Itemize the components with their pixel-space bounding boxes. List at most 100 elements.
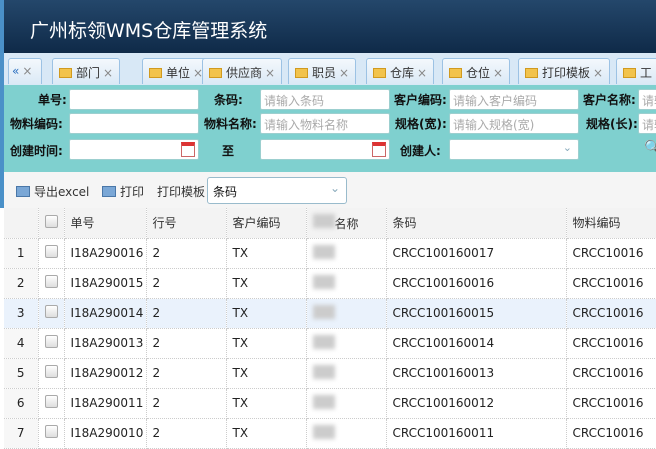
cell-order-no: I18A290016	[64, 238, 147, 269]
export-excel-button[interactable]: 导出excel	[16, 183, 89, 200]
row-number: 7	[4, 418, 39, 449]
created-from-input[interactable]	[69, 139, 199, 160]
cell-material-code: CRCC10016	[566, 418, 656, 449]
label: 单号:	[38, 93, 67, 107]
customer-name-input[interactable]: 请输	[638, 89, 656, 110]
row-number: 6	[4, 388, 39, 419]
cell-barcode: CRCC100160013	[386, 358, 567, 389]
select-all-checkbox[interactable]	[44, 214, 58, 228]
row-checkbox[interactable]	[44, 425, 58, 438]
cell-barcode: CRCC100160016	[386, 268, 567, 299]
template-select[interactable]: 条码 ⌄	[207, 177, 347, 204]
cell-material-code: CRCC10016	[566, 298, 656, 329]
tab[interactable]: 供应商 ×	[202, 58, 283, 84]
spec-width-input[interactable]: 请输入规格(宽)	[449, 113, 579, 134]
cell-line-no: 2	[146, 358, 227, 389]
table-row[interactable]: 5 I18A290012 2 TX CRCC100160013 CRCC10016	[4, 358, 656, 389]
double-chevron-left-icon[interactable]: «	[12, 64, 20, 78]
folder-icon	[295, 68, 308, 78]
table-header: 单号 行号 客户编码 名称 条码 物料编码	[4, 208, 656, 239]
cell-order-no: I18A290014	[64, 298, 147, 329]
cell-customer-code: TX	[226, 418, 307, 449]
row-checkbox[interactable]	[44, 275, 58, 288]
customer-code-input[interactable]: 请输入客户编码	[449, 89, 579, 110]
column-header[interactable]: 客户编码	[226, 208, 307, 239]
table-row[interactable]: 7 I18A290010 2 TX CRCC100160011 CRCC10016	[4, 418, 656, 449]
tab[interactable]: 仓库 ×	[366, 58, 435, 84]
created-to-input[interactable]	[260, 139, 390, 160]
row-checkbox[interactable]	[44, 395, 58, 408]
close-icon[interactable]: ×	[593, 66, 604, 80]
barcode-input[interactable]: 请输入条码	[260, 89, 390, 110]
label: 至	[222, 144, 235, 158]
column-header[interactable]: 名称	[306, 208, 387, 239]
data-grid: 单号 行号 客户编码 名称 条码 物料编码 1 I18A290016 2 TX CRCC…	[4, 208, 656, 449]
cell-customer-code: TX	[226, 328, 307, 359]
calendar-icon[interactable]	[372, 142, 386, 157]
folder-icon	[449, 68, 462, 78]
column-header[interactable]: 行号	[146, 208, 227, 239]
app-title: 广州标领WMS仓库管理系统	[0, 0, 656, 53]
tab-collapse[interactable]: «×	[8, 58, 42, 84]
cell-name	[306, 298, 387, 329]
label: 物料编码:	[10, 117, 63, 131]
table-row[interactable]: 4 I18A290013 2 TX CRCC100160014 CRCC10016	[4, 328, 656, 359]
tab[interactable]: 职员 ×	[288, 58, 357, 84]
row-checkbox[interactable]	[44, 245, 58, 258]
column-header[interactable]: 物料编码	[566, 208, 656, 239]
search-icon[interactable]: 🔍	[644, 140, 656, 156]
redacted-block	[312, 244, 335, 259]
cell-material-code: CRCC10016	[566, 358, 656, 389]
close-icon[interactable]: ×	[265, 66, 276, 80]
cell-line-no: 2	[146, 238, 227, 269]
close-icon[interactable]: ×	[193, 66, 204, 80]
material-name-input[interactable]: 请输入物料名称	[260, 113, 390, 134]
table-row[interactable]: 6 I18A290011 2 TX CRCC100160012 CRCC10016	[4, 388, 656, 419]
close-icon[interactable]: ×	[103, 66, 114, 80]
spec-length-input[interactable]: 请输	[638, 113, 656, 134]
redacted-block	[312, 364, 335, 379]
cell-barcode: CRCC100160017	[386, 238, 567, 269]
column-header[interactable]: 条码	[386, 208, 567, 239]
tab[interactable]: 仓位 ×	[442, 58, 511, 84]
tab[interactable]: 工	[616, 58, 656, 84]
close-icon[interactable]: ×	[22, 64, 33, 78]
toolbar: 导出excel 打印 打印模板 条码 ⌄	[0, 172, 656, 208]
material-code-input[interactable]	[69, 113, 199, 134]
row-checkbox[interactable]	[44, 365, 58, 378]
tab[interactable]: 单位 ×	[142, 58, 211, 84]
tab[interactable]: 部门 ×	[52, 58, 121, 84]
cell-barcode: CRCC100160014	[386, 328, 567, 359]
print-button[interactable]: 打印	[102, 183, 144, 200]
search-form: 单号: 条码: 请输入条码 客户编码: 请输入客户编码 客户名称: 请输 物料编…	[0, 85, 656, 172]
table-row[interactable]: 1 I18A290016 2 TX CRCC100160017 CRCC10016	[4, 238, 656, 269]
column-header[interactable]: 单号	[64, 208, 147, 239]
cell-name	[306, 268, 387, 299]
table-row[interactable]: 2 I18A290015 2 TX CRCC100160016 CRCC10016	[4, 268, 656, 299]
creator-select[interactable]: ⌄	[449, 139, 579, 160]
row-number: 5	[4, 358, 39, 389]
redacted-block	[312, 274, 335, 289]
cell-customer-code: TX	[226, 298, 307, 329]
label: 物料名称:	[204, 117, 257, 131]
folder-icon	[525, 68, 538, 78]
close-icon[interactable]: ×	[339, 66, 350, 80]
label: 规格(宽):	[395, 117, 447, 131]
order-no-input[interactable]	[69, 89, 199, 110]
row-checkbox[interactable]	[44, 305, 58, 318]
close-icon[interactable]: ×	[417, 66, 428, 80]
cell-material-code: CRCC10016	[566, 328, 656, 359]
cell-order-no: I18A290013	[64, 328, 147, 359]
cell-name	[306, 388, 387, 419]
tab[interactable]: 打印模板 ×	[518, 58, 611, 84]
label: 创建人:	[400, 144, 441, 158]
close-icon[interactable]: ×	[493, 66, 504, 80]
cell-line-no: 2	[146, 418, 227, 449]
cell-barcode: CRCC100160015	[386, 298, 567, 329]
redacted-block	[312, 394, 335, 409]
calendar-icon[interactable]	[181, 142, 195, 157]
cell-customer-code: TX	[226, 388, 307, 419]
row-checkbox[interactable]	[44, 335, 58, 348]
table-row[interactable]: 3 I18A290014 2 TX CRCC100160015 CRCC10016	[4, 298, 656, 329]
cell-material-code: CRCC10016	[566, 388, 656, 419]
